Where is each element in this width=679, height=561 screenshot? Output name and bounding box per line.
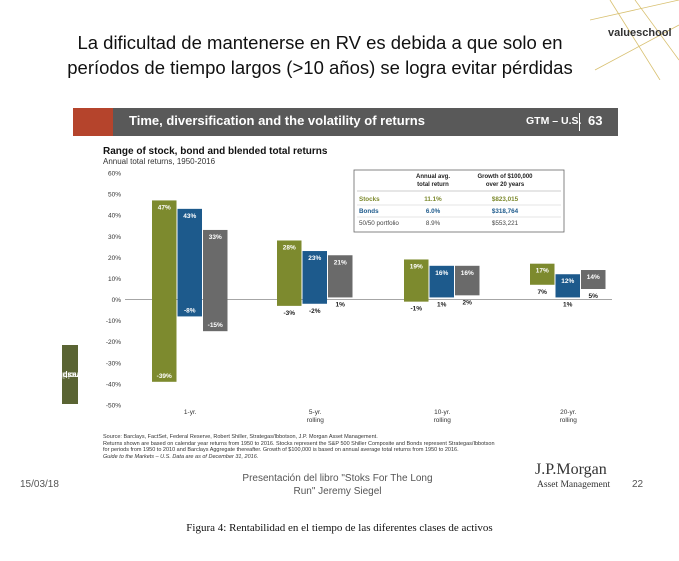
y-tick-label: 10%: [108, 276, 121, 283]
banner-separator: [579, 113, 580, 131]
bar-high-label: 43%: [183, 213, 196, 220]
bar-bonds: [429, 265, 454, 298]
bar-low-label: 2%: [463, 299, 473, 306]
bar-low-label: 5%: [589, 293, 599, 300]
bar-stocks: [152, 200, 177, 382]
y-tick-label: 0%: [112, 297, 122, 304]
table-cell: Stocks: [359, 196, 380, 203]
bar-stocks: [530, 263, 555, 285]
table-cell: $318,764: [492, 208, 519, 215]
y-tick-label: -40%: [106, 381, 121, 388]
y-tick-label: 30%: [108, 234, 121, 241]
category-label: rolling: [434, 417, 452, 424]
bar-high-label: 33%: [209, 234, 222, 241]
banner-title: Time, diversification and the volatility…: [129, 113, 425, 128]
banner-code: GTM – U.S.: [526, 115, 582, 127]
bar-high-label: 17%: [536, 268, 549, 275]
bar-low-label: 7%: [538, 289, 548, 296]
bar-high-label: 21%: [334, 259, 347, 266]
table-header: Growth of $100,000: [477, 174, 533, 180]
bar-50-50-portfolio: [581, 270, 606, 289]
summary-table: [353, 169, 565, 233]
y-tick-label: 50%: [108, 192, 121, 199]
bar-low-label: 1%: [563, 301, 573, 308]
category-label: 10-yr.: [434, 409, 450, 416]
source-line-3: for periods from 1950 to 2010 and Barcla…: [103, 447, 459, 454]
category-label: rolling: [307, 417, 325, 424]
valueschool-logo: valueschool: [608, 27, 672, 39]
bar-high-label: 19%: [410, 263, 423, 270]
y-tick-label: -20%: [106, 339, 121, 346]
bar-low-label: -2%: [309, 308, 321, 315]
bar-bonds: [177, 208, 202, 317]
figure-caption: Figura 4: Rentabilidad en el tiempo de l…: [186, 522, 493, 534]
slide-banner: Time, diversification and the volatility…: [73, 108, 618, 136]
bar-low-label: -3%: [283, 310, 295, 317]
investing-principles-tab: Investing principles: [51, 345, 89, 404]
bar-low-label: -8%: [184, 307, 196, 314]
banner-page-number: 63: [588, 113, 603, 128]
bar-50-50-portfolio: [203, 229, 228, 332]
bar-50-50-portfolio: [455, 265, 480, 296]
chart-subtitle: Annual total returns, 1950-2016: [103, 157, 216, 166]
bar-bonds: [302, 251, 327, 304]
banner-accent: [73, 108, 113, 136]
source-line-2: Returns shown are based on calendar year…: [103, 440, 495, 447]
category-label: 20-yr.: [560, 409, 576, 416]
bar-low-label: 1%: [437, 301, 447, 308]
bar-high-label: 16%: [461, 270, 474, 277]
table-header: over 20 years: [486, 182, 525, 188]
bar-stocks: [404, 259, 429, 302]
table-cell: $823,015: [492, 196, 519, 203]
category-label: 5-yr.: [309, 409, 322, 416]
table-header: total return: [417, 182, 449, 188]
y-tick-label: -50%: [106, 403, 121, 410]
bar-stocks: [277, 240, 302, 306]
bar-high-label: 28%: [283, 244, 296, 251]
y-tick-label: 20%: [108, 255, 121, 262]
logo-decoration: [590, 0, 679, 80]
sources-note: Source: Barclays, FactSet, Federal Reser…: [103, 434, 613, 460]
y-tick-label: -30%: [106, 360, 121, 367]
bar-high-label: 16%: [435, 270, 448, 277]
bar-high-label: 14%: [587, 274, 600, 281]
jpmorgan-subtitle: Asset Management: [537, 480, 611, 490]
bar-high-label: 12%: [561, 278, 574, 285]
table-cell: 6.0%: [426, 208, 441, 215]
presentation-line-2: Run" Jeremy Siegel: [293, 486, 382, 497]
bar-low-label: 1%: [336, 301, 346, 308]
source-line-4: Guide to the Markets – U.S. Data are as …: [103, 453, 259, 460]
y-tick-label: -10%: [106, 318, 121, 325]
category-label: 1-yr.: [184, 409, 197, 416]
bar-bonds: [555, 274, 580, 298]
table-cell: Bonds: [359, 208, 379, 215]
presentation-line-1: Presentación del libro "Stoks For The Lo…: [242, 473, 433, 484]
bar-low-label: -1%: [410, 306, 422, 313]
slide-date: 15/03/18: [20, 479, 59, 490]
jpmorgan-logo: J.P.Morgan: [535, 461, 607, 478]
table-header: Annual avg.: [416, 174, 450, 180]
table-cell: 50/50 portfolio: [359, 220, 399, 227]
table-cell: $553,221: [492, 220, 519, 227]
table-cell: 11.1%: [424, 196, 442, 203]
bar-low-label: -15%: [208, 322, 223, 329]
bar-low-label: -39%: [157, 373, 172, 380]
y-tick-label: 40%: [108, 213, 121, 220]
chart-title: Range of stock, bond and blended total r…: [103, 146, 328, 157]
y-tick-label: 60%: [108, 171, 121, 178]
bar-50-50-portfolio: [328, 255, 353, 298]
table-cell: 8.9%: [426, 220, 441, 227]
slide-title: La dificultad de mantenerse en RV es deb…: [67, 32, 573, 78]
source-line-1: Source: Barclays, FactSet, Federal Reser…: [103, 434, 378, 440]
category-label: rolling: [560, 417, 578, 424]
bar-high-label: 23%: [308, 255, 321, 262]
bar-high-label: 47%: [158, 204, 171, 211]
presentation-note: Presentación del libro "Stoks For The Lo…: [230, 472, 445, 498]
slide-number: 22: [632, 479, 644, 490]
